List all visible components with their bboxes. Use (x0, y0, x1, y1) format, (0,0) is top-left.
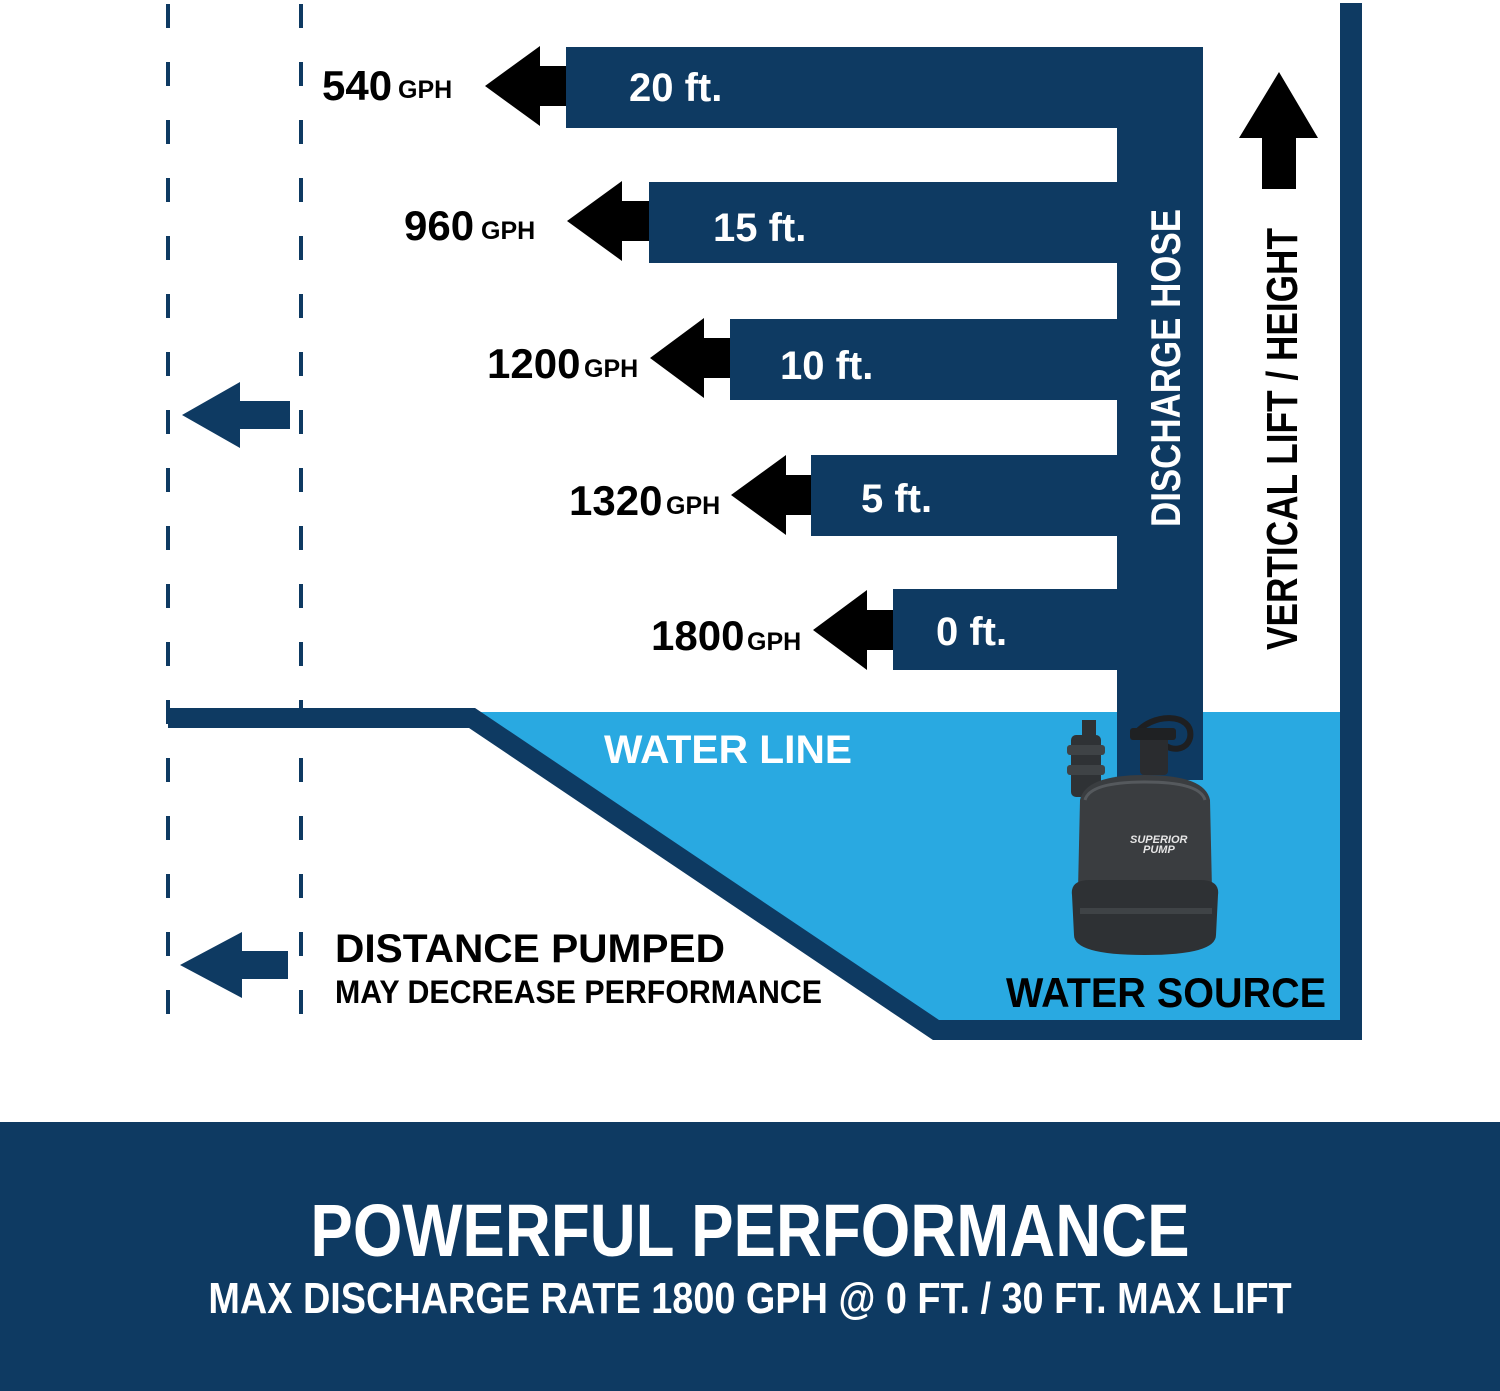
distance-title: DISTANCE PUMPED (335, 927, 725, 971)
discharge-hose (1117, 47, 1203, 780)
submersible-pump-image: SUPERIOR PUMP (1067, 715, 1219, 955)
basin-wall (1340, 3, 1362, 1040)
up-arrow-icon (1239, 72, 1318, 189)
distance-arrow-icon (180, 932, 288, 998)
flow-arrow-icon (567, 181, 649, 261)
hose-outlets (566, 47, 1126, 670)
performance-banner: POWERFUL PERFORMANCE MAX DISCHARGE RATE … (0, 1122, 1500, 1391)
flow-arrow-icon (813, 590, 893, 670)
banner-headline: POWERFUL PERFORMANCE (310, 1189, 1190, 1272)
hose-outlet-5ft (811, 455, 1126, 536)
flow-arrow-icon (731, 455, 811, 535)
hose-outlet-0ft (893, 589, 1126, 670)
flow-rate-unit: GPH (747, 628, 801, 656)
pump-brand-text: SUPERIOR (1130, 834, 1188, 846)
distance-arrow-icon (182, 382, 290, 448)
height-label: 5 ft. (861, 477, 932, 521)
water-source-label: WATER SOURCE (1006, 969, 1326, 1016)
hose-outlet-15ft (649, 182, 1126, 263)
flow-arrow-icon (650, 318, 730, 398)
flow-rate-value: 960 (404, 202, 474, 249)
water-line-label: WATER LINE (604, 728, 852, 772)
hose-outlet-10ft (730, 319, 1126, 400)
height-label: 10 ft. (780, 344, 873, 388)
flow-rate-value: 1320 (569, 477, 662, 524)
flow-rate-unit: GPH (481, 217, 535, 245)
hose-outlet-20ft (566, 47, 1126, 128)
flow-rate-unit: GPH (398, 76, 452, 104)
flow-rate-value: 540 (322, 62, 392, 109)
height-label: 0 ft. (936, 610, 1007, 654)
discharge-diagram: 20 ft. 15 ft. 10 ft. 5 ft. 0 ft. 540 GPH… (166, 3, 1362, 1040)
discharge-hose-label: DISCHARGE HOSE (1142, 209, 1189, 527)
flow-rate-unit: GPH (584, 355, 638, 383)
flow-rate-unit: GPH (666, 492, 720, 520)
flow-rate-value: 1800 (651, 612, 744, 659)
flow-rate-value: 1200 (487, 340, 580, 387)
basin-outline (168, 708, 1350, 1040)
banner-subline: MAX DISCHARGE RATE 1800 GPH @ 0 FT. / 30… (208, 1274, 1292, 1323)
flow-arrow-icon (485, 46, 566, 126)
height-label: 20 ft. (629, 66, 722, 110)
distance-note: MAY DECREASE PERFORMANCE (335, 974, 822, 1010)
vertical-lift-label: VERTICAL LIFT / HEIGHT (1258, 228, 1307, 650)
height-label: 15 ft. (713, 206, 806, 250)
pump-brand-text: PUMP (1143, 844, 1175, 856)
